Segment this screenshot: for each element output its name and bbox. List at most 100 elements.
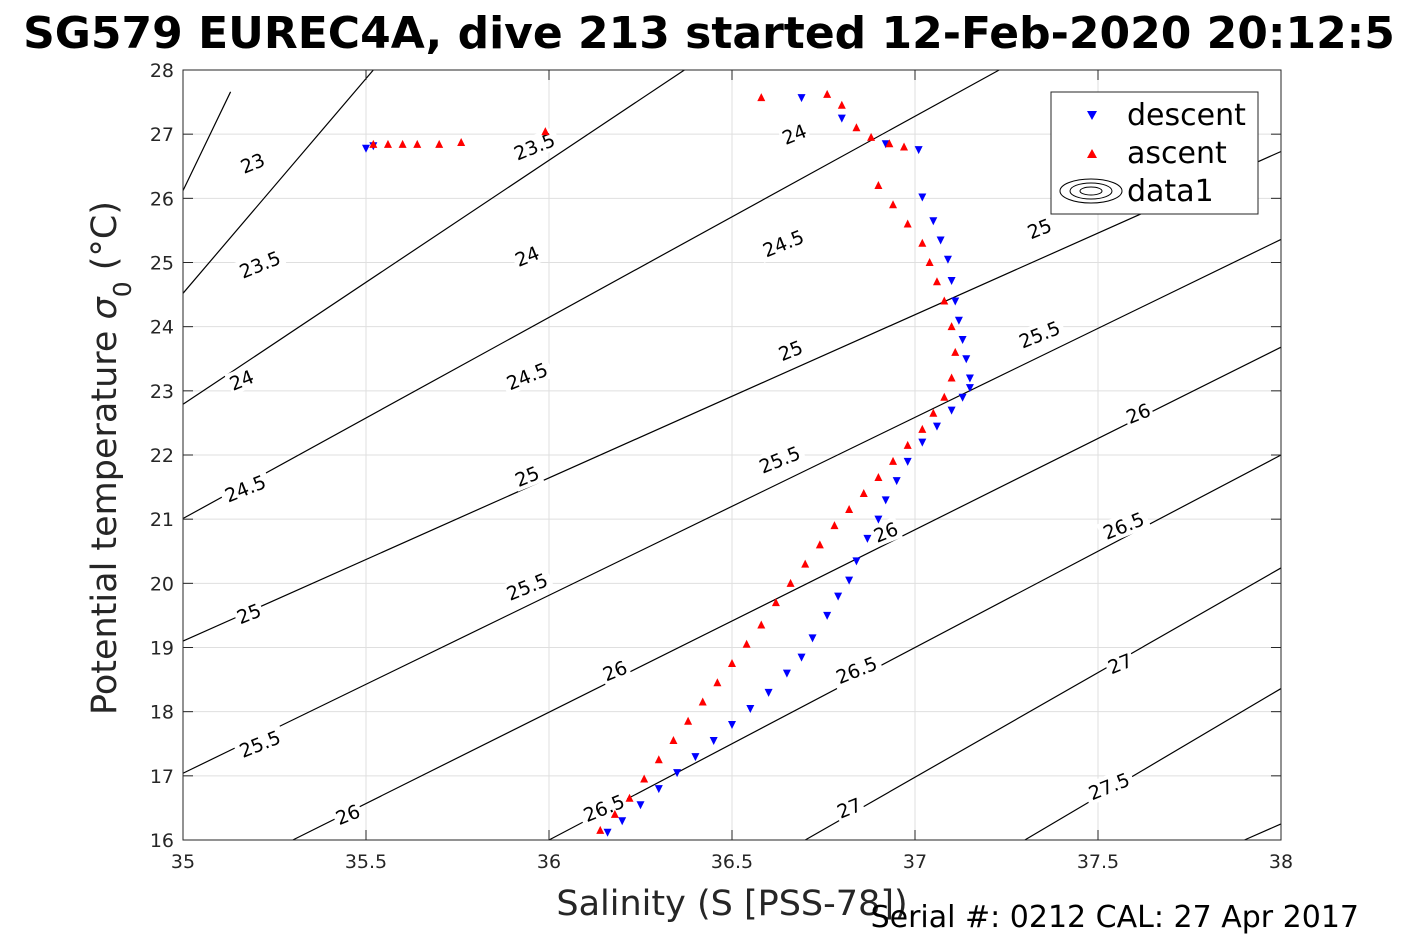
ascent-point: [903, 440, 912, 449]
contour-label: 23.5: [236, 247, 283, 283]
chart-title: SG579 EUREC4A, dive 213 started 12-Feb-2…: [23, 8, 1395, 59]
contour-label-group-24: 26.5: [1096, 506, 1151, 546]
contour-label-group-8: 24: [509, 240, 545, 272]
descent-point: [965, 384, 974, 393]
ascent-point: [852, 123, 861, 132]
contour-label-bg: [868, 516, 903, 548]
contour-label: 26.5: [1100, 508, 1147, 544]
descent-point: [728, 721, 736, 729]
density-contours: [182, 69, 1282, 841]
y-axis-ticks: 16 17 18 19 20 21 22 23 24 25 26 27 28: [150, 60, 1281, 852]
descent-point: [782, 669, 791, 678]
x-tick-label: 36.5: [711, 851, 753, 873]
contour-label-bg: [507, 126, 562, 166]
contour-label-group-7: 23.5: [507, 126, 562, 166]
descent-point: [852, 557, 861, 566]
contour-label-group-21: 25: [1022, 213, 1057, 244]
descent-series: [362, 94, 974, 837]
legend-data1-label: data1: [1127, 174, 1214, 209]
ascent-point: [929, 408, 938, 417]
descent-point: [797, 653, 806, 662]
y-tick-label: 24: [150, 317, 174, 339]
descent-point: [936, 236, 945, 245]
descent-point: [958, 393, 967, 402]
density-contour-27: [804, 567, 1282, 841]
contour-label-group-3: 24.5: [217, 468, 273, 508]
contour-label-group-14: 24: [777, 118, 812, 150]
descent-point: [881, 496, 890, 505]
ascent-point: [457, 138, 466, 147]
descent-point: [943, 255, 952, 264]
legend: descent ascent data1: [1050, 91, 1259, 215]
descent-point: [914, 146, 923, 155]
density-contour-26: [292, 346, 1282, 841]
contour-label-group-15: 24.5: [755, 223, 811, 263]
y-tick-label: 16: [150, 830, 174, 852]
ascent-point: [698, 697, 707, 706]
ascent-point: [889, 200, 898, 209]
ascent-point: [845, 505, 854, 514]
descent-point: [929, 217, 938, 226]
descent-point: [947, 276, 956, 285]
descent-point: [603, 828, 612, 837]
contour-label-bg: [1022, 213, 1057, 244]
contour-label-group-18: 26: [868, 516, 903, 548]
contour-label-bg: [752, 439, 807, 480]
contour-label-bg: [509, 240, 545, 272]
contour-label-bg: [1102, 648, 1138, 679]
x-tick-label: 37.5: [1077, 851, 1119, 873]
contour-label-bg: [597, 655, 632, 687]
contour-label-bg: [1096, 506, 1151, 546]
density-contour-25: [182, 150, 1282, 642]
contour-label-bg: [773, 334, 808, 366]
y-tick-label: 26: [150, 188, 174, 210]
ascent-point: [786, 578, 795, 587]
ascent-point: [742, 639, 751, 648]
contour-label-bg: [231, 598, 266, 629]
density-contour-23.5: [182, 69, 374, 294]
contour-label-group-25: 27: [1102, 648, 1138, 679]
contour-label-bg: [1081, 766, 1137, 806]
descent-point: [962, 355, 971, 364]
ascent-point: [889, 456, 898, 465]
ascent-point: [610, 809, 619, 818]
contour-label-group-6: 26: [330, 798, 365, 830]
descent-point: [709, 737, 718, 746]
contour-label: 26.5: [833, 653, 880, 689]
contour-label: 24.5: [760, 226, 807, 262]
contour-label: 24.5: [504, 359, 551, 395]
ascent-point: [541, 127, 550, 136]
ascent-point: [757, 620, 766, 629]
contour-label-bg: [499, 356, 555, 396]
contour-label-group-20: 27: [832, 792, 867, 824]
descent-point: [834, 592, 843, 601]
descent-point: [691, 753, 700, 762]
legend-ascent-label: ascent: [1127, 136, 1227, 171]
descent-point: [903, 457, 912, 466]
y-tick-label: 21: [150, 509, 174, 531]
ascent-point: [859, 489, 868, 497]
descent-point: [673, 769, 682, 778]
contour-label-bg: [235, 147, 270, 179]
contour-label-group-2: 24: [224, 364, 259, 396]
descent-point: [954, 316, 963, 325]
density-contour-24: [182, 69, 685, 405]
ascent-point: [940, 392, 949, 401]
contour-label-bg: [576, 788, 632, 828]
x-tick-label: 35.5: [345, 851, 387, 873]
contour-label-group-19: 26.5: [829, 650, 884, 690]
ascent-point: [669, 736, 678, 745]
x-tick-label: 36: [537, 851, 561, 873]
contour-label-group-26: 27.5: [1081, 766, 1137, 806]
ascent-point: [918, 424, 927, 433]
contour-label: 25.5: [504, 569, 551, 605]
ascent-point: [900, 142, 909, 151]
contour-label-bg: [509, 460, 545, 492]
descent-point: [362, 144, 370, 153]
ascent-point: [369, 139, 378, 148]
ascent-point: [713, 678, 722, 687]
contour-label-group-16: 25: [773, 334, 808, 366]
descent-point: [874, 515, 883, 524]
x-axis-label: Salinity (S [PSS-78]): [556, 884, 907, 924]
ascent-point: [837, 100, 846, 109]
